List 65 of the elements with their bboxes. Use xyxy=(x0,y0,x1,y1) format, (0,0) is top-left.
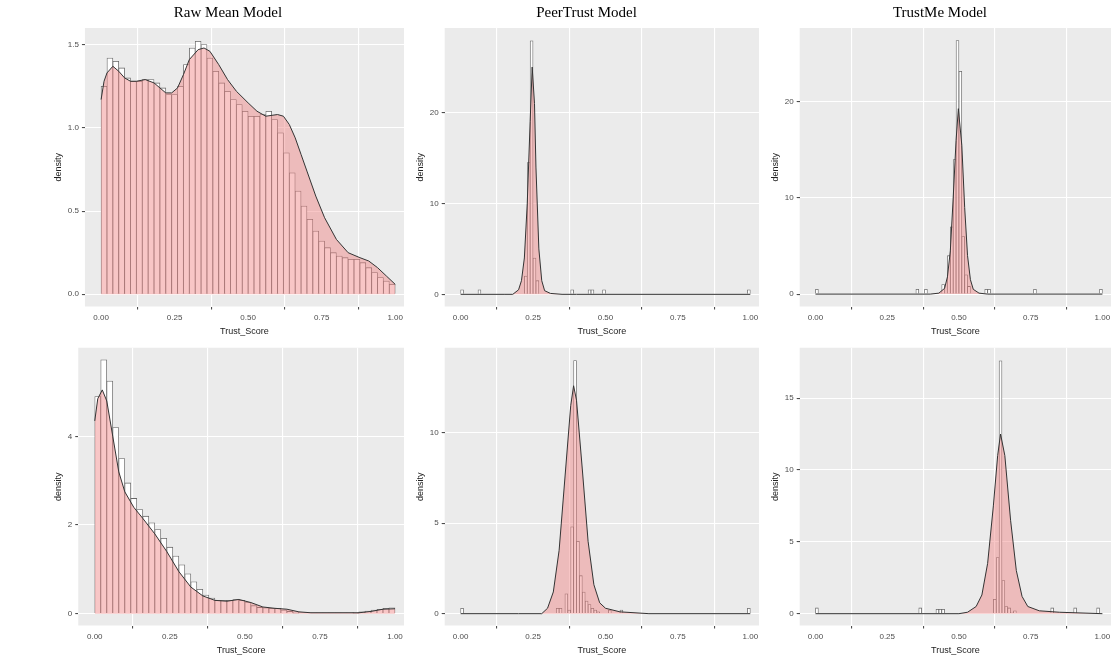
y-tick-label: 5 xyxy=(789,537,795,547)
y-tick-label: 15 xyxy=(784,393,795,403)
x-tick-label: 0.50 xyxy=(951,631,968,641)
y-tick-label: 2 xyxy=(67,520,73,530)
x-axis-title: Trust_Score xyxy=(577,326,627,337)
x-tick-label: 1.00 xyxy=(742,312,759,322)
y-axis-title: density xyxy=(52,152,63,182)
x-tick-label: 0.75 xyxy=(1022,631,1039,641)
x-tick-label: 0.25 xyxy=(166,312,183,322)
x-tick-label: 0.00 xyxy=(807,631,824,641)
x-axis-title: Trust_Score xyxy=(577,645,627,656)
y-axis-title: density xyxy=(414,471,425,501)
x-tick-label: 0.00 xyxy=(93,312,110,322)
y-axis-title: density xyxy=(769,471,780,501)
x-tick-label: 0.00 xyxy=(452,312,469,322)
y-tick-label: 10 xyxy=(429,198,440,208)
x-tick-label: 0.50 xyxy=(951,312,968,322)
y-tick-label: 5 xyxy=(434,518,440,528)
x-tick-label: 1.00 xyxy=(1094,631,1111,641)
x-tick-label: 0.50 xyxy=(240,312,257,322)
y-tick-label: 1.0 xyxy=(67,123,80,133)
x-axis-title: Trust_Score xyxy=(931,326,980,337)
x-tick-label: 1.00 xyxy=(387,631,404,641)
x-tick-label: 0.00 xyxy=(452,631,469,641)
y-axis-title: density xyxy=(52,471,63,501)
y-tick-label: 0.5 xyxy=(67,206,80,216)
x-axis-title: Trust_Score xyxy=(220,326,269,337)
y-tick-label: 0 xyxy=(67,608,73,618)
x-tick-label: 0.75 xyxy=(670,312,687,322)
x-axis-title: Trust_Score xyxy=(931,645,980,656)
y-tick-label: 10 xyxy=(429,428,440,438)
x-tick-label: 0.00 xyxy=(86,631,104,641)
y-tick-label: 1.5 xyxy=(67,39,80,49)
x-tick-label: 0.25 xyxy=(879,631,896,641)
y-tick-label: 10 xyxy=(784,465,795,475)
x-tick-label: 1.00 xyxy=(742,631,759,641)
x-tick-label: 0.75 xyxy=(670,631,687,641)
x-tick-label: 0.75 xyxy=(312,631,329,641)
x-tick-label: 0.50 xyxy=(597,631,614,641)
y-tick-label: 0.0 xyxy=(67,289,80,299)
y-axis-title: density xyxy=(414,152,425,182)
x-tick-label: 0.50 xyxy=(597,312,614,322)
y-tick-label: 10 xyxy=(784,193,795,203)
y-tick-label: 0 xyxy=(434,289,440,299)
y-tick-label: 4 xyxy=(67,431,73,441)
chart-title: Raw Mean Model xyxy=(173,3,283,20)
x-tick-label: 1.00 xyxy=(1094,312,1111,322)
y-tick-label: 0 xyxy=(789,289,795,299)
y-tick-label: 20 xyxy=(429,107,440,117)
x-tick-label: 0.25 xyxy=(162,631,179,641)
x-tick-label: 0.75 xyxy=(313,312,330,322)
x-tick-label: 0.00 xyxy=(807,312,824,322)
y-tick-label: 20 xyxy=(784,97,795,107)
chart-title: TrustMe Model xyxy=(892,3,988,20)
x-tick-label: 1.00 xyxy=(387,312,404,322)
x-tick-label: 0.25 xyxy=(525,312,542,322)
y-tick-label: 0 xyxy=(434,608,440,618)
chart-title: PeerTrust Model xyxy=(536,3,637,20)
x-tick-label: 0.25 xyxy=(879,312,896,322)
x-axis-title: Trust_Score xyxy=(216,645,266,656)
x-tick-label: 0.25 xyxy=(525,631,542,641)
y-tick-label: 0 xyxy=(789,608,795,618)
x-tick-label: 0.75 xyxy=(1022,312,1039,322)
y-axis-title: density xyxy=(769,152,780,182)
x-tick-label: 0.50 xyxy=(237,631,254,641)
